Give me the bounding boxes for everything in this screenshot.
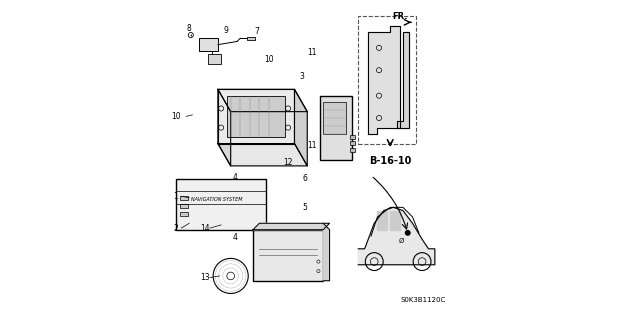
Bar	[350, 135, 355, 139]
Text: 5: 5	[303, 203, 307, 212]
Bar	[246, 37, 255, 40]
Text: 8: 8	[186, 24, 191, 33]
Text: 11: 11	[307, 141, 317, 150]
Text: 4: 4	[232, 233, 237, 242]
Text: 10: 10	[172, 112, 181, 121]
Text: 6: 6	[303, 174, 307, 183]
Polygon shape	[218, 144, 307, 166]
Polygon shape	[294, 89, 307, 166]
Text: 11: 11	[307, 48, 317, 57]
Bar	[209, 54, 221, 64]
Bar	[350, 148, 355, 152]
Text: 12: 12	[284, 158, 293, 167]
Bar	[350, 141, 355, 145]
Text: S0K3B1120C: S0K3B1120C	[401, 297, 446, 303]
Text: 13: 13	[200, 273, 210, 282]
Text: 1: 1	[173, 192, 178, 201]
Bar	[180, 196, 188, 200]
Polygon shape	[218, 89, 294, 144]
Polygon shape	[358, 207, 435, 265]
Text: 14: 14	[200, 224, 210, 233]
Polygon shape	[368, 26, 400, 134]
Bar	[227, 96, 285, 137]
Text: FR.: FR.	[392, 12, 408, 21]
Bar	[358, 16, 416, 144]
Bar	[199, 38, 218, 51]
Bar	[177, 179, 266, 230]
Text: B-16-10: B-16-10	[369, 156, 412, 166]
Bar	[320, 96, 352, 160]
Text: 4: 4	[232, 173, 237, 182]
Bar	[180, 204, 188, 208]
Bar	[253, 230, 323, 281]
Circle shape	[406, 231, 410, 235]
Polygon shape	[378, 211, 387, 230]
Polygon shape	[253, 223, 330, 230]
Polygon shape	[218, 89, 307, 112]
Text: Ø: Ø	[399, 238, 404, 244]
Polygon shape	[397, 32, 410, 128]
Bar	[323, 102, 346, 134]
Text: NAVIGATION SYSTEM: NAVIGATION SYSTEM	[191, 197, 242, 202]
Polygon shape	[218, 89, 230, 166]
Text: 10: 10	[264, 55, 274, 63]
Text: 9: 9	[223, 26, 228, 35]
Text: 3: 3	[300, 72, 304, 81]
Bar	[180, 212, 188, 216]
Polygon shape	[323, 223, 330, 281]
Polygon shape	[390, 211, 400, 230]
Text: 2: 2	[173, 224, 178, 233]
Text: 7: 7	[255, 27, 259, 36]
